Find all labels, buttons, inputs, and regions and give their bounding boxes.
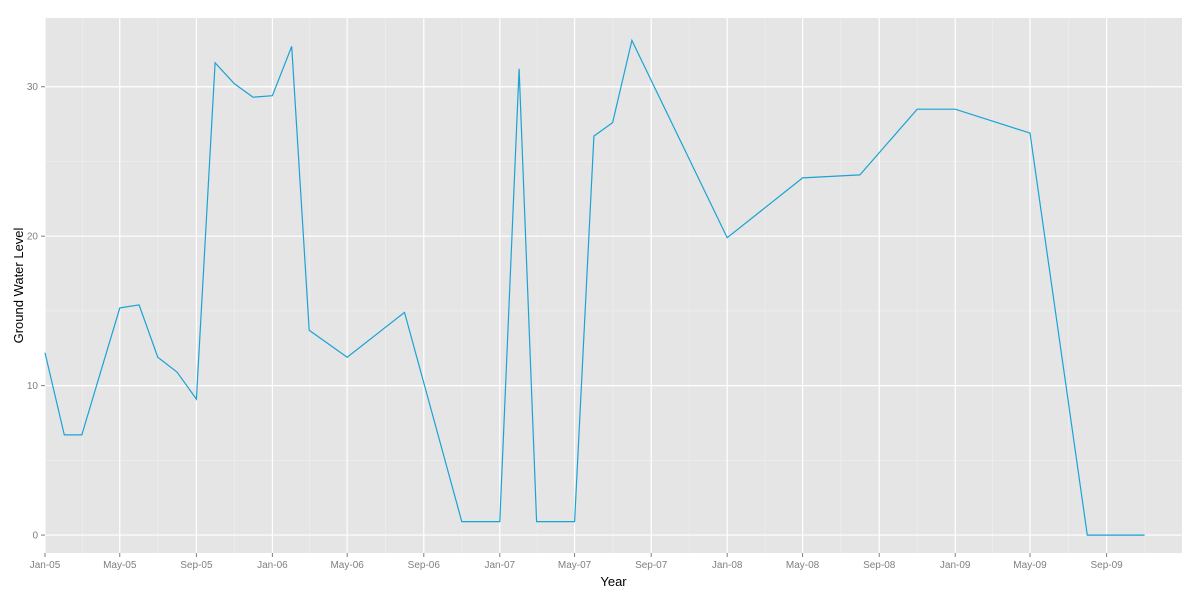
x-tick-label: Sep-08: [863, 560, 896, 571]
x-axis-title: Year: [600, 574, 627, 589]
series-line: [44, 38, 1145, 536]
x-axis: Jan-05 May-05 Sep-05 Jan-06 May-06 Sep-06 Jan-…: [30, 553, 1123, 571]
x-tick-label: Jan-08: [712, 560, 743, 571]
y-tick-label: 30: [27, 82, 39, 93]
major-grid: [44, 18, 1182, 553]
y-tick-label: 20: [27, 232, 39, 243]
x-tick-label: Sep-07: [635, 560, 668, 571]
series-layer: [44, 38, 1145, 536]
x-tick-label: May-05: [103, 560, 137, 571]
y-axis-title: Ground Water Level: [11, 227, 26, 343]
y-axis: 0 10 20 30: [27, 82, 45, 542]
x-tick-label: May-09: [1013, 560, 1047, 571]
x-tick-label: Jan-07: [485, 560, 516, 571]
y-tick-label: 0: [32, 531, 38, 542]
x-tick-label: May-06: [330, 560, 364, 571]
x-tick-label: Jan-09: [940, 560, 971, 571]
plot-panel: [45, 18, 1182, 553]
y-tick-label: 10: [27, 381, 39, 392]
x-tick-label: Sep-06: [408, 560, 441, 571]
x-tick-label: Sep-05: [180, 560, 213, 571]
x-tick-label: Jan-06: [257, 560, 288, 571]
minor-grid: [45, 18, 1182, 553]
x-tick-label: May-08: [786, 560, 820, 571]
x-tick-label: May-07: [558, 560, 592, 571]
x-tick-label: Jan-05: [30, 560, 61, 571]
x-tick-label: Sep-09: [1090, 560, 1123, 571]
